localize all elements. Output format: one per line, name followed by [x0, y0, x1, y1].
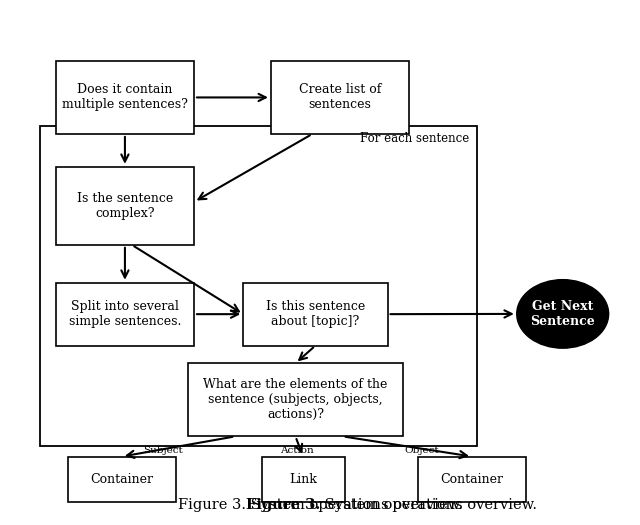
- Text: Container: Container: [440, 472, 504, 486]
- FancyBboxPatch shape: [419, 457, 526, 502]
- Text: Object: Object: [404, 446, 438, 455]
- FancyBboxPatch shape: [188, 363, 403, 436]
- Text: Create list of
sentences: Create list of sentences: [299, 83, 381, 111]
- FancyBboxPatch shape: [68, 457, 175, 502]
- Text: What are the elements of the
sentence (subjects, objects,
actions)?: What are the elements of the sentence (s…: [204, 379, 388, 422]
- Text: Figure 3.: Figure 3.: [246, 498, 320, 512]
- Text: Split into several
simple sentences.: Split into several simple sentences.: [68, 300, 181, 328]
- FancyBboxPatch shape: [56, 167, 194, 245]
- Ellipse shape: [516, 280, 609, 348]
- FancyBboxPatch shape: [271, 61, 409, 134]
- Text: Action: Action: [280, 446, 314, 455]
- Text: Is this sentence
about [topic]?: Is this sentence about [topic]?: [266, 300, 365, 328]
- Text: Is the sentence
complex?: Is the sentence complex?: [77, 192, 173, 220]
- FancyBboxPatch shape: [40, 127, 477, 446]
- FancyBboxPatch shape: [243, 282, 388, 345]
- Text: Figure 3. System operations overview.: Figure 3. System operations overview.: [177, 498, 463, 512]
- Text: Does it contain
multiple sentences?: Does it contain multiple sentences?: [62, 83, 188, 111]
- Text: System operations overview.: System operations overview.: [320, 498, 537, 512]
- Text: Get Next
Sentence: Get Next Sentence: [531, 300, 595, 328]
- FancyBboxPatch shape: [56, 282, 194, 345]
- Text: Subject: Subject: [143, 446, 183, 455]
- Text: Container: Container: [90, 472, 154, 486]
- FancyBboxPatch shape: [56, 61, 194, 134]
- Text: For each sentence: For each sentence: [360, 132, 469, 145]
- FancyBboxPatch shape: [262, 457, 344, 502]
- Text: Link: Link: [289, 472, 317, 486]
